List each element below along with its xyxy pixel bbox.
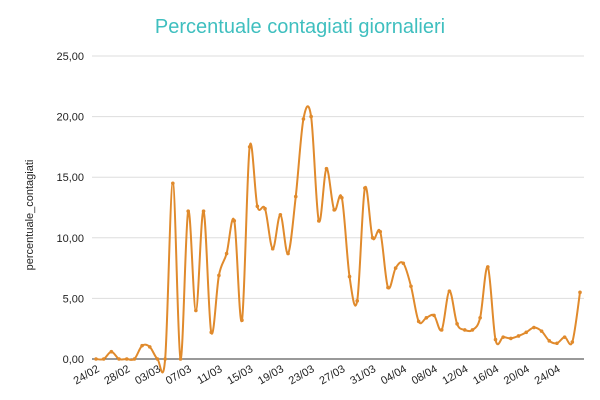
x-tick-label: 24/04 [533, 363, 563, 387]
data-points [94, 114, 582, 361]
data-point [270, 246, 275, 251]
x-tick-label: 28/02 [102, 363, 132, 387]
data-point [470, 328, 475, 332]
data-point [309, 114, 313, 119]
data-point [101, 357, 106, 361]
data-point [140, 343, 144, 348]
data-point [562, 335, 567, 339]
data-point [370, 236, 375, 240]
data-point [109, 349, 114, 354]
data-point [524, 330, 529, 335]
data-point [247, 145, 252, 149]
data-point [355, 299, 360, 303]
data-point [240, 318, 244, 323]
data-point [509, 336, 513, 341]
data-point [455, 322, 459, 326]
x-tick-label: 27/03 [317, 363, 347, 387]
x-tick-label: 11/03 [195, 363, 224, 387]
data-point [578, 290, 582, 295]
x-tick-label: 19/03 [256, 363, 286, 387]
data-point [424, 315, 429, 320]
data-point [209, 330, 214, 335]
x-tick-label: 20/04 [502, 363, 532, 387]
data-point [401, 261, 406, 266]
data-point [539, 329, 544, 333]
data-point [493, 337, 498, 342]
data-point [194, 308, 198, 313]
data-point [155, 357, 160, 361]
gridlines [92, 55, 584, 360]
data-point [163, 357, 167, 361]
x-tick-label: 24/02 [72, 363, 102, 387]
data-point [224, 251, 229, 256]
data-point [255, 204, 260, 209]
data-point [124, 357, 129, 361]
y-tick-label: 10,00 [56, 233, 84, 245]
x-tick-label: 03/03 [133, 363, 163, 387]
x-tick-label: 31/03 [348, 363, 378, 387]
data-point [393, 266, 398, 270]
data-point [301, 117, 306, 121]
data-point [232, 219, 237, 223]
data-point [416, 319, 421, 324]
x-axis-ticks: 24/02 28/02 03/03 07/03 11/03 15/03 19/03 23/03… [72, 363, 563, 387]
chart-title: Percentuale contagiati giornalieri [155, 16, 445, 38]
data-point [547, 339, 552, 343]
data-point [532, 325, 536, 330]
data-point [570, 340, 575, 344]
data-point [293, 194, 298, 199]
x-tick-label: 08/04 [410, 363, 440, 387]
data-point [516, 334, 521, 338]
data-point [178, 357, 183, 361]
x-tick-label: 16/04 [471, 363, 501, 387]
y-tick-label: 5,00 [63, 293, 84, 305]
data-point [462, 328, 467, 332]
data-point [171, 181, 175, 186]
data-point [501, 335, 505, 339]
data-point [201, 209, 206, 213]
data-point [409, 284, 413, 289]
data-point [278, 212, 283, 217]
x-tick-label: 07/03 [164, 363, 194, 387]
y-axis-label: percentuale_contagiati [24, 160, 36, 271]
data-point [332, 208, 336, 212]
data-point [316, 219, 321, 223]
y-tick-label: 0,00 [63, 354, 84, 366]
data-point [447, 289, 452, 293]
data-point [432, 313, 436, 318]
data-point [147, 345, 152, 349]
data-point [132, 357, 137, 361]
data-point [117, 357, 121, 361]
x-tick-label: 12/04 [440, 363, 470, 387]
data-point [94, 357, 98, 361]
data-point [347, 274, 352, 279]
x-tick-label: 04/04 [379, 363, 409, 387]
data-point [478, 315, 482, 320]
y-tick-label: 20,00 [56, 112, 84, 124]
data-point [378, 229, 383, 234]
data-point [217, 273, 221, 278]
data-point [286, 251, 290, 256]
data-point [186, 209, 190, 213]
data-point [555, 341, 559, 346]
y-tick-label: 15,00 [56, 172, 84, 184]
data-point [363, 186, 367, 190]
data-point [340, 196, 344, 200]
series-line [95, 105, 581, 374]
data-point [324, 166, 329, 171]
data-point [386, 285, 390, 290]
data-point [263, 206, 267, 211]
y-axis-ticks: 0,00 5,00 10,00 15,00 20,00 25,00 [56, 51, 84, 366]
x-tick-label: 15/03 [225, 363, 255, 387]
data-point [486, 265, 490, 269]
x-tick-label: 23/03 [287, 363, 317, 387]
data-point [439, 328, 444, 332]
y-tick-label: 25,00 [56, 51, 84, 63]
